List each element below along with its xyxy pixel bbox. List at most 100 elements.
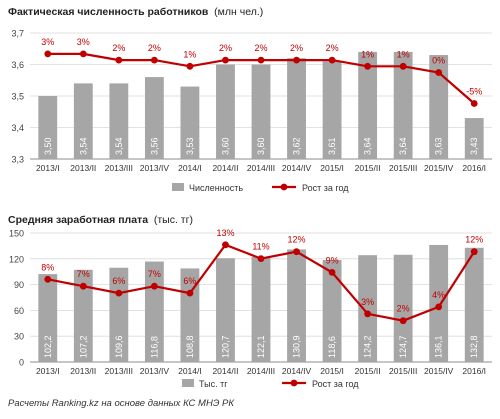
chart2-legend-bar-swatch: [182, 379, 194, 387]
chart1-x-tick-label: 2015/IV: [424, 163, 454, 173]
chart1-x-tick-label: 2015/III: [389, 163, 417, 173]
chart1-bar: [429, 55, 449, 159]
chart1-bar-label: 3,43: [469, 137, 479, 155]
chart1-bar-label: 3,62: [292, 137, 302, 155]
chart2-growth-point: [257, 255, 265, 262]
chart2-x-tick-label: 2015/III: [389, 366, 417, 376]
chart2-bar: [429, 244, 449, 362]
chart2-growth-point: [79, 282, 87, 290]
chart1-x-tick-label: 2013/III: [105, 163, 133, 173]
chart1-growth-label: 2%: [112, 43, 125, 53]
chart1-bar: [322, 61, 342, 159]
chart2-growth-point: [186, 289, 194, 297]
chart1-bar-label: 3,54: [78, 137, 88, 155]
chart2-x-tick-label: 2013/I: [36, 366, 60, 376]
chart1-bar: [180, 86, 200, 159]
chart2-bar-label: 102,2: [43, 335, 53, 358]
chart1-x-tick-label: 2014/I: [178, 163, 202, 173]
chart1-growth-point: [79, 50, 87, 58]
chart2-bar: [287, 249, 306, 362]
chart1-bar-label: 3,64: [363, 137, 373, 155]
chart1-bar-label: 3,50: [43, 137, 53, 155]
chart2-growth-point: [150, 282, 158, 290]
chart1-growth-point: [186, 62, 194, 70]
chart1-bar: [216, 64, 235, 159]
chart1-title-text: Фактическая численность работников: [8, 6, 209, 18]
chart1-x-tick-label: 2015/I: [320, 163, 344, 173]
chart1-bar-label: 3,60: [220, 137, 230, 155]
chart2-growth-point: [470, 248, 478, 256]
chart2-bar-label: 107,2: [78, 335, 88, 358]
chart1-bar: [393, 51, 413, 159]
chart2-title-text: Средняя заработная плата: [8, 214, 149, 226]
chart1-growth-label: 3%: [41, 37, 54, 47]
chart2-y-tick-label: 30: [14, 332, 24, 342]
chart2-growth-point: [293, 248, 300, 256]
chart1-growth-point: [222, 56, 229, 64]
chart1-growth-label: 3%: [77, 37, 90, 47]
chart1-bar-label: 3,61: [327, 137, 337, 155]
chart2-bar-label: 124,2: [363, 335, 373, 358]
chart2-x-tick-label: 2015/I: [320, 366, 344, 376]
chart1-growth-label: 2%: [219, 43, 232, 53]
chart1-bar-label: 3,53: [185, 137, 195, 155]
chart2-x-tick-label: 2014/II: [212, 366, 238, 376]
chart1-growth-point: [44, 50, 52, 58]
chart2-growth-label: 6%: [112, 276, 125, 286]
chart1-bar-label: 3,54: [114, 137, 124, 155]
chart2-growth-label: 12%: [465, 235, 483, 245]
chart2-x-tick-label: 2013/II: [70, 366, 96, 376]
chart1-growth-point: [364, 62, 372, 70]
chart2-growth-label: 2%: [397, 304, 410, 314]
chart2-growth-point: [364, 310, 372, 318]
chart2-growth-label: 3%: [361, 297, 374, 307]
chart2-bar: [322, 260, 342, 362]
chart1-y-tick-label: 3,4: [11, 123, 24, 133]
chart2-growth-label: 11%: [252, 242, 269, 252]
chart1-y-tick-label: 3,7: [11, 29, 24, 39]
chart2-x-tick-label: 2014/IV: [282, 366, 312, 376]
chart2-x-tick-label: 2013/III: [105, 366, 133, 376]
chart2-bar: [216, 258, 235, 362]
chart1-x-tick-label: 2014/IV: [282, 163, 312, 173]
chart1-growth-point: [328, 56, 336, 64]
chart1-bar: [73, 83, 93, 159]
chart2-legend-line-marker: [290, 379, 298, 387]
chart2-title: Средняя заработная плата (тыс. тг): [8, 214, 193, 226]
chart2-growth-label: 9%: [326, 255, 339, 265]
chart1-legend-line-label: Рост за год: [302, 183, 349, 193]
chart1-y-tick-label: 3,5: [11, 92, 24, 102]
chart1-growth-label: 1%: [397, 49, 410, 59]
chart1-bar-label: 3,63: [434, 137, 444, 155]
chart1-growth-label: 1%: [361, 49, 374, 59]
chart2-growth-label: 4%: [432, 290, 445, 300]
chart1-bar-label: 3,56: [149, 137, 159, 155]
chart2-bar-label: 118,6: [327, 336, 337, 358]
chart1-y-tick-label: 3,3: [11, 155, 24, 165]
chart2-growth-label: 13%: [216, 228, 234, 238]
chart1-growth-point: [257, 56, 265, 64]
chart2-bar: [73, 269, 93, 362]
chart1-growth-point: [399, 62, 407, 70]
chart2-legend-bar-label: Тыс. тг: [199, 379, 228, 389]
chart1-bar: [38, 96, 58, 159]
chart1-x-tick-label: 2015/II: [355, 163, 381, 173]
chart2-legend-line-label: Рост за год: [312, 379, 359, 389]
chart1-growth-label: -5%: [466, 87, 482, 97]
chart2-growth-label: 7%: [148, 269, 161, 279]
chart2-growth-point: [435, 303, 443, 311]
chart2-y-tick-label: 150: [9, 229, 24, 239]
chart2-bar: [251, 256, 271, 362]
chart2-bar-label: 120,7: [220, 335, 230, 358]
chart2-bar-label: 108,8: [185, 335, 195, 358]
chart2-unit: (тыс. тг): [153, 214, 193, 226]
chart1-bar: [144, 77, 164, 159]
chart1-growth-label: 2%: [326, 43, 339, 53]
chart2-bar: [464, 247, 484, 362]
chart1-unit: (млн чел.): [214, 6, 264, 18]
chart2-x-tick-label: 2014/III: [247, 366, 275, 376]
chart2-growth-label: 12%: [288, 235, 306, 245]
chart2-x-tick-label: 2016/I: [462, 366, 486, 376]
chart2-x-tick-label: 2013/IV: [140, 366, 170, 376]
chart2-bar-label: 130,9: [292, 335, 302, 358]
